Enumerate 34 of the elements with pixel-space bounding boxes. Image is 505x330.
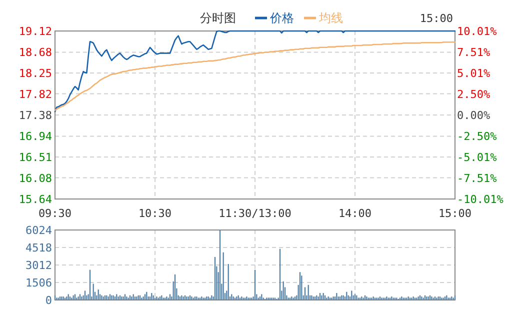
y-tick-label: 16.51 xyxy=(18,151,52,164)
line-series xyxy=(54,30,456,112)
y2-tick-label: 7.51% xyxy=(457,46,490,59)
y-tick-label: 18.68 xyxy=(18,46,52,60)
y2-tick-label: -5.01% xyxy=(457,151,498,164)
y-tick-label: 15.64 xyxy=(18,193,52,206)
y-tick-label: 4518 xyxy=(26,242,52,254)
y2-tick-label: -2.50% xyxy=(457,130,498,143)
y-tick-label: 16.94 xyxy=(18,130,52,144)
y-tick-label: 16.08 xyxy=(18,172,52,185)
x-tick-label: 10:30 xyxy=(138,207,172,220)
y-tick-label: 19.12 xyxy=(18,25,52,38)
y2-tick-label: 2.50% xyxy=(457,88,490,102)
y-tick-label: 18.25 xyxy=(18,67,52,80)
x-tick-label: 15:00 xyxy=(438,207,472,220)
x-tick-label: 14:00 xyxy=(338,207,372,220)
y-tick-label: 1506 xyxy=(26,276,52,290)
x-tick-label: 09:30 xyxy=(38,207,72,220)
legend-label: 价格 xyxy=(269,11,294,25)
y-tick-label: 0 xyxy=(45,294,52,307)
y2-tick-label: 0.00% xyxy=(457,109,490,122)
y-tick-label: 17.38 xyxy=(18,109,52,122)
legend-label: 均线 xyxy=(318,11,343,25)
x-tick-label: 11:30/13:00 xyxy=(218,207,292,220)
y2-tick-label: 5.01% xyxy=(457,66,490,80)
y2-tick-label: -10.01% xyxy=(457,193,504,206)
text: 15:00 xyxy=(420,12,453,25)
y2-tick-label: 10.01% xyxy=(457,25,498,38)
y-tick-label: 3012 xyxy=(26,259,52,272)
chart-title: 分时图 xyxy=(200,11,236,25)
line-series xyxy=(54,41,456,111)
y-tick-label: 6024 xyxy=(26,224,52,237)
y2-tick-label: -7.51% xyxy=(457,172,498,186)
y-tick-label: 17.82 xyxy=(18,88,52,101)
